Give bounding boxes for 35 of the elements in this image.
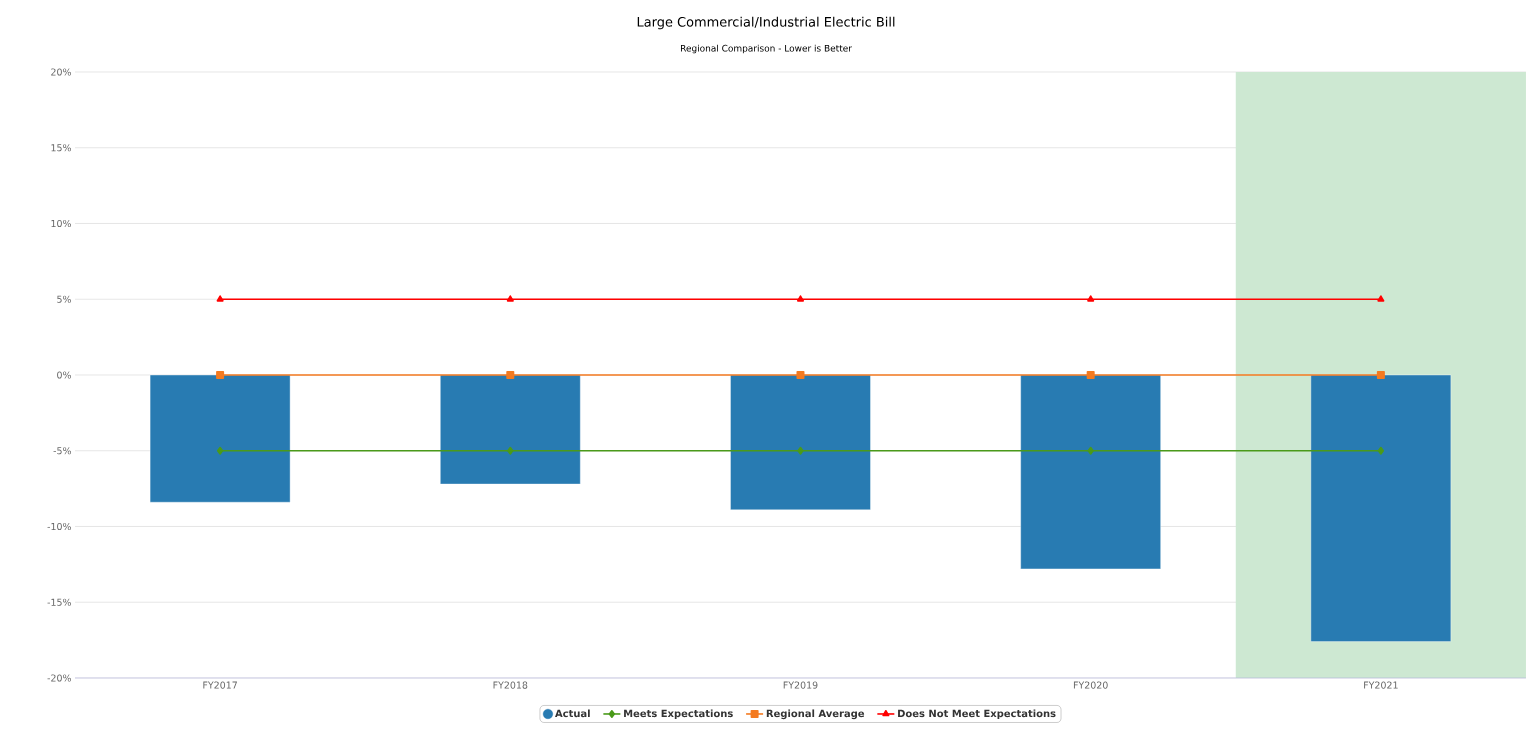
chart-title: Large Commercial/Industrial Electric Bill [637, 16, 895, 30]
chart-subtitle: Regional Comparison - Lower is Better [681, 44, 852, 54]
point [507, 446, 514, 455]
point [506, 295, 514, 302]
point [797, 446, 804, 455]
x-tick-label: FY2017 [203, 681, 237, 689]
y-tick-label: -15% [47, 598, 71, 606]
y-tick-label: -10% [47, 522, 71, 531]
point [1087, 295, 1095, 302]
legend-label: Regional Average [766, 709, 865, 720]
legend-label: Meets Expectations [624, 709, 733, 720]
legend-label: Does Not Meet Expectations [898, 709, 1056, 720]
y-tick-label: -20% [47, 674, 71, 682]
point [216, 370, 225, 379]
point [796, 370, 805, 379]
point [1377, 295, 1385, 302]
x-tick-label: FY2021 [1364, 681, 1398, 689]
y-tick-label: 5% [57, 295, 71, 303]
y-tick-label: -5% [53, 447, 71, 455]
x-tick-label: FY2018 [493, 681, 528, 689]
point [1087, 446, 1094, 455]
point [796, 295, 805, 302]
y-tick-label: 20% [51, 68, 71, 76]
x-tick-label: FY2020 [1073, 681, 1108, 689]
point [1086, 370, 1095, 379]
point [1377, 446, 1385, 455]
point [216, 446, 224, 455]
y-tick-label: 0% [57, 371, 71, 379]
x-tick-label: FY2019 [783, 681, 818, 689]
y-tick-label: 10% [51, 219, 71, 228]
point [506, 370, 515, 379]
point [216, 295, 224, 302]
y-tick-label: 15% [51, 144, 71, 152]
legend-label: Actual [555, 709, 590, 718]
point [1376, 370, 1385, 379]
